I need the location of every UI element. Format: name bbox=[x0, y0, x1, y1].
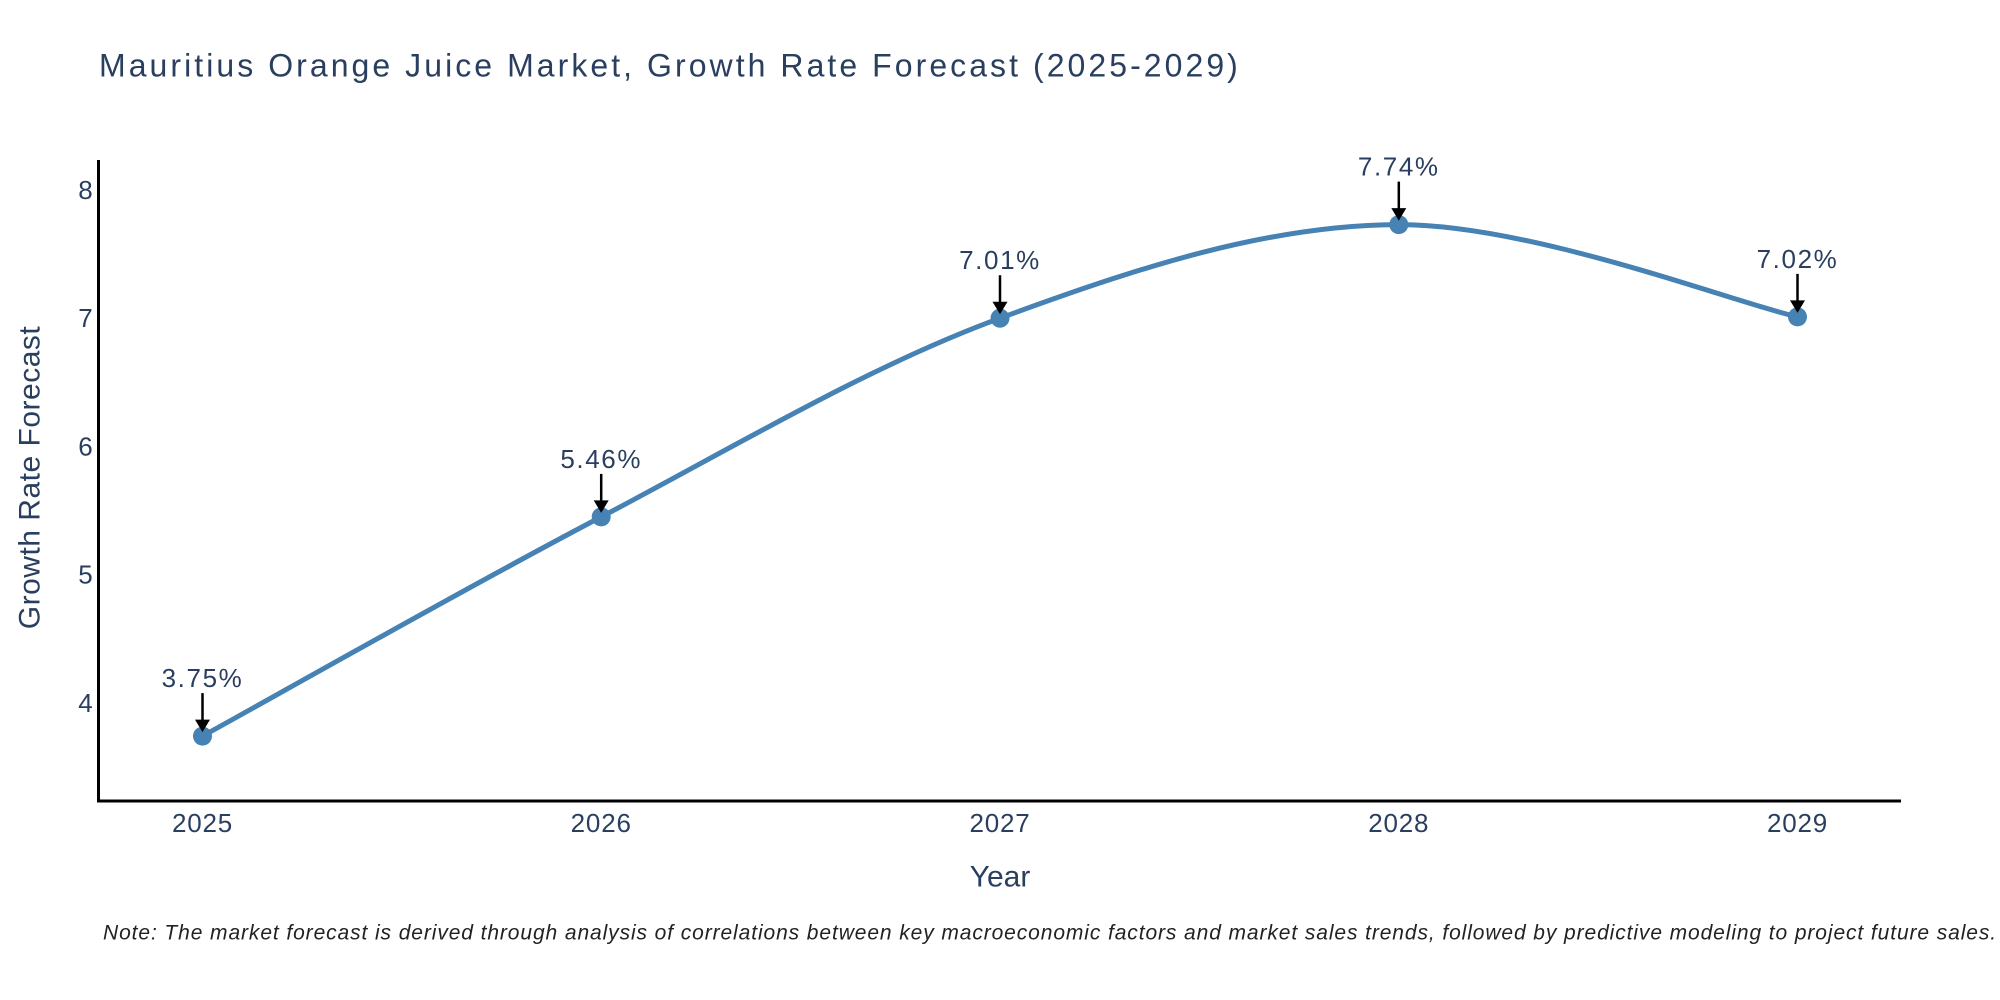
svg-text:2029: 2029 bbox=[1767, 808, 1828, 838]
svg-text:2025: 2025 bbox=[172, 808, 233, 838]
svg-text:2027: 2027 bbox=[969, 808, 1030, 838]
svg-text:5.46%: 5.46% bbox=[560, 444, 642, 474]
svg-text:Mauritius Orange Juice Market,: Mauritius Orange Juice Market, Growth Ra… bbox=[99, 48, 1241, 84]
svg-text:Growth Rate Forecast: Growth Rate Forecast bbox=[14, 326, 47, 630]
svg-text:8: 8 bbox=[78, 175, 93, 205]
svg-text:7.02%: 7.02% bbox=[1757, 244, 1839, 274]
svg-text:2026: 2026 bbox=[571, 808, 632, 838]
svg-text:3.75%: 3.75% bbox=[162, 663, 244, 693]
svg-text:5: 5 bbox=[78, 560, 93, 590]
svg-text:Year: Year bbox=[970, 861, 1031, 894]
svg-text:6: 6 bbox=[78, 431, 93, 461]
svg-text:7: 7 bbox=[78, 303, 93, 333]
svg-text:7.01%: 7.01% bbox=[959, 245, 1041, 275]
svg-text:Note: The market forecast is d: Note: The market forecast is derived thr… bbox=[103, 922, 1997, 945]
svg-text:7.74%: 7.74% bbox=[1358, 152, 1440, 182]
svg-text:2028: 2028 bbox=[1368, 808, 1429, 838]
svg-text:4: 4 bbox=[78, 688, 93, 718]
